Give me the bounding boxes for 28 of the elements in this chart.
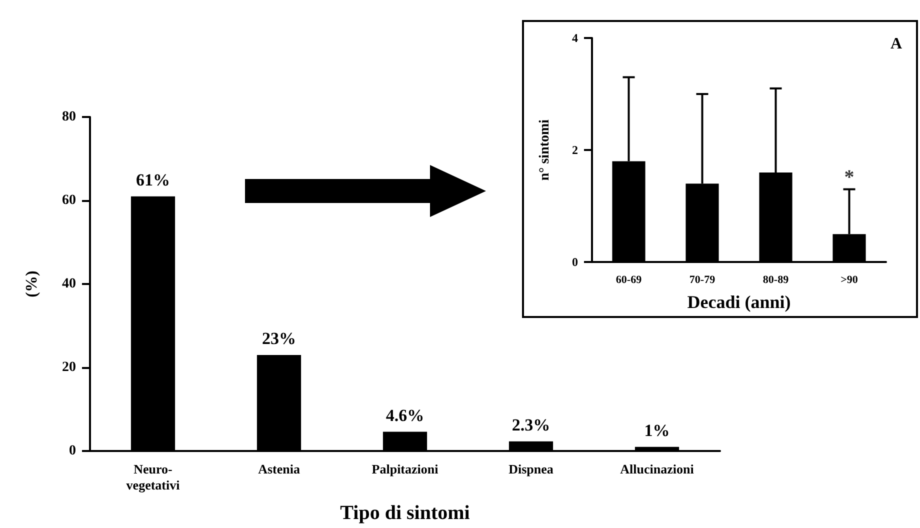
y-tick-label: 20	[62, 360, 76, 375]
x-axis-title: Tipo di sintomi	[340, 502, 470, 524]
data-label: 2.3%	[512, 415, 550, 434]
y-tick-label: 0	[69, 444, 76, 458]
text: A	[890, 36, 902, 52]
x-tick-label: Palpitazioni	[372, 462, 439, 476]
data-label: 23%	[262, 328, 296, 348]
data-label: 4.6%	[386, 406, 424, 425]
data-label: 1%	[644, 420, 670, 440]
annotation: *	[844, 166, 854, 188]
x-tick-label: >90	[840, 274, 858, 286]
y-tick-label: 80	[62, 110, 76, 124]
x-tick-label: Astenia	[258, 462, 300, 476]
y-axis-title: n° sintomi	[538, 119, 552, 181]
x-axis-title: Decadi (anni)	[687, 292, 791, 312]
data-label: 61%	[136, 170, 170, 190]
y-tick-label: 0	[572, 255, 578, 270]
y-tick-label: 2	[572, 143, 578, 158]
x-tick-label: 60-69	[616, 274, 642, 286]
y-tick-label: 60	[62, 193, 76, 208]
y-axis-title: (%)	[24, 270, 40, 298]
x-tick-label: Neuro- vegetativi	[126, 462, 180, 492]
x-tick-label: 70-79	[689, 274, 716, 286]
y-tick-label: 4	[572, 31, 578, 45]
x-tick-label: 80-89	[762, 274, 790, 286]
x-tick-label: Allucinazioni	[620, 462, 694, 476]
y-tick-label: 40	[62, 276, 76, 292]
x-tick-label: Dispnea	[508, 462, 554, 476]
